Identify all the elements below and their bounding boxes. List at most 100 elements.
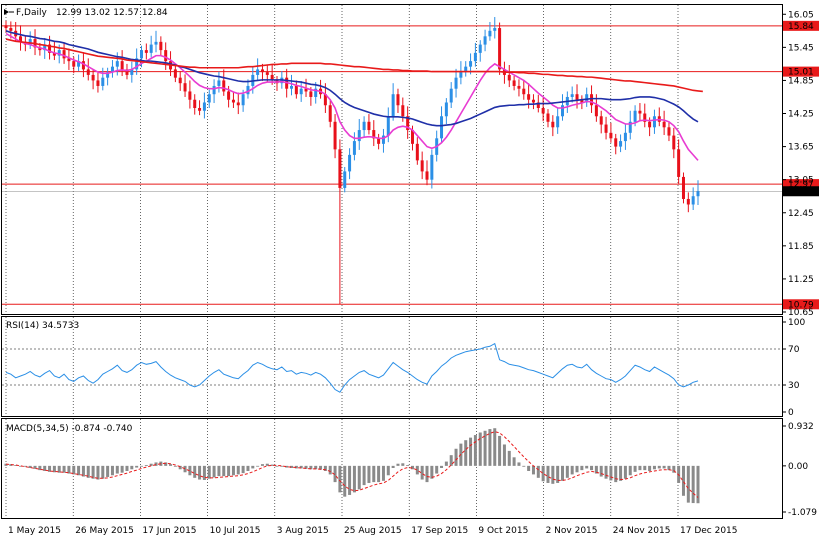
macd-histogram-bar [367,465,371,483]
macd-histogram-bar [135,465,139,468]
rsi-header: RSI(14) 34.5733 [6,321,79,331]
macd-histogram-bar [527,465,531,471]
macd-histogram-bar [633,465,637,472]
candle-body [648,121,652,128]
candle-body [290,85,294,89]
ma-mid-line [5,30,699,127]
candle-body [681,176,685,199]
rsi-pane-frame[interactable] [1,316,783,417]
macd-histogram-bar [570,465,574,475]
price-level-label-box [783,299,819,310]
candle-body [135,58,139,70]
candle-body [662,121,666,128]
candle-body [512,80,516,86]
macd-histogram-bar [619,465,623,481]
candle-body [231,99,235,103]
macd-histogram-bar [314,465,318,470]
axis-labels: 1 May 2015 26 May 2015 17 Jun 2015 10 Jul 2… [8,10,817,536]
macd-histogram-bar [357,465,361,490]
price-series [4,17,703,305]
candle-body [696,191,700,197]
macd-histogram-bar [696,465,700,504]
candle-body [517,85,521,89]
macd-histogram-bar [14,465,18,466]
candle-body [527,94,531,100]
candle-body [551,121,555,128]
macd-histogram-bar [91,465,95,479]
macd-histogram-bar [149,463,153,466]
x-tick-label: 9 Oct 2015 [478,526,528,536]
candle-body [507,74,511,81]
candle-body [440,116,444,139]
macd-histogram-bar [323,465,327,471]
x-tick-label: 17 Dec 2015 [680,526,738,536]
candle-body [633,110,637,122]
candle-body [188,91,192,100]
x-tick-label: 25 Aug 2015 [344,526,402,536]
macd-histogram-bar [454,448,458,466]
macd-y-tick-label: 0.932 [788,422,814,432]
macd-histogram-bar [43,465,47,471]
macd-histogram-bar [139,465,143,467]
candle-body [4,25,8,29]
candle-body [202,102,206,111]
macd-histogram-bar [319,465,323,470]
candle-body [667,127,671,136]
candle-body [323,94,327,106]
price-pane-frame[interactable] [1,4,783,315]
candle-body [594,105,598,117]
candle-body [164,50,168,62]
x-tick-label: 3 Aug 2015 [277,526,329,536]
candle-body [86,69,90,75]
macd-histogram-bar [227,465,231,477]
macd-histogram-bar [256,465,260,467]
macd-histogram-bar [251,465,255,469]
price-y-tick-label: 15.45 [788,43,814,53]
candle-body [483,36,487,45]
candle-body [304,88,308,92]
macd-histogram-bar [575,465,579,473]
x-tick-label: 17 Sep 2015 [411,526,468,536]
current-price-label: 12.84 [788,187,814,197]
candle-body [580,99,584,103]
macd-histogram-bar [507,450,511,466]
price-header: F,Daily 12.99 13.02 12.57 12.84 [4,8,168,18]
price-level-label: 15.01 [788,68,814,78]
candle-body [57,50,61,56]
candle-body [256,69,260,75]
horizontal-levels: 15.84 15.01 12.97 10.79 12.84 [2,20,819,310]
candle-body [619,141,623,147]
symbol-title: F,Daily [16,8,47,18]
candle-body [96,80,100,86]
x-tick-label: 26 May 2015 [75,526,134,536]
rsi-y-tick-label: 30 [788,381,800,391]
macd-histogram-bar [556,465,560,483]
candle-body [401,105,405,117]
macd-histogram-bar [81,465,85,477]
candle-body [212,85,216,95]
macd-histogram-bar [23,465,27,467]
macd-histogram-bar [299,465,303,469]
candle-body [241,94,245,106]
macd-histogram-bar [212,465,216,478]
macd-histogram-bar [77,465,81,476]
macd-histogram-bar [290,465,294,468]
macd-histogram-bar [517,462,521,466]
macd-histogram-bar [440,465,444,468]
macd-histogram-bar [101,465,105,479]
macd-histogram-bar [531,465,535,475]
candle-body [628,121,632,133]
macd-histogram-bar [57,465,61,473]
macd-histogram-bar [304,465,308,469]
candle-body [333,121,337,150]
candle-body [561,105,565,117]
candle-body [396,94,400,106]
candle-body [556,116,560,128]
macd-histogram-bar [449,455,453,466]
macd-histogram-bar [106,465,110,477]
candle-body [352,141,356,155]
candle-body [410,130,414,144]
macd-histogram-bar [285,465,289,468]
candle-body [420,160,424,172]
